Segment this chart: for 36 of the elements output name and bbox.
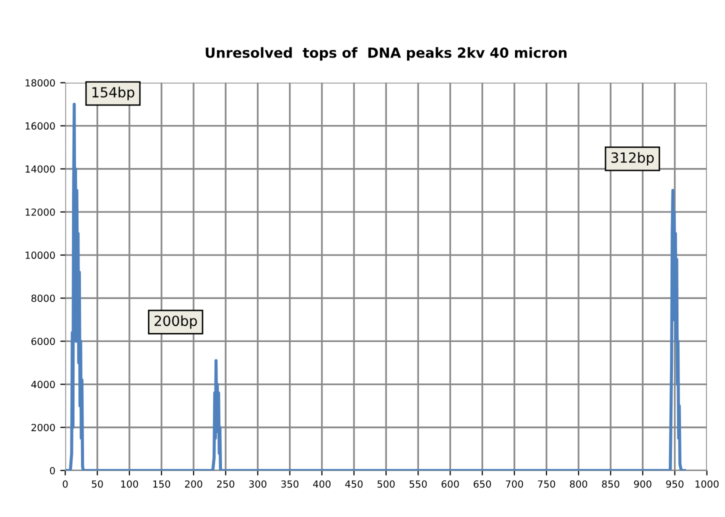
x-tick-label: 300 <box>249 480 266 488</box>
x-tick-label: 50 <box>92 480 103 488</box>
y-tick-label: 4000 <box>31 380 55 388</box>
x-tick-label: 150 <box>153 480 170 488</box>
x-tick-label: 100 <box>121 480 138 488</box>
y-tick-label: 10000 <box>26 252 55 259</box>
y-tick-label: 8000 <box>31 294 55 302</box>
x-tick-label: 350 <box>281 480 298 488</box>
y-tick-label: 6000 <box>31 338 55 346</box>
x-tick-label: 700 <box>506 480 524 488</box>
x-tick-label: 650 <box>474 480 491 488</box>
annotation: 312bp <box>611 152 654 166</box>
x-tick-label: 550 <box>410 480 427 488</box>
y-tick-label: 2000 <box>31 424 55 432</box>
x-tick-label: 200 <box>185 480 202 488</box>
annotation: 200bp <box>154 315 197 329</box>
y-tick-label: 14000 <box>26 165 55 173</box>
x-tick-label: 950 <box>666 480 684 488</box>
x-tick-label: 850 <box>602 480 620 488</box>
x-tick-label: 500 <box>378 480 395 488</box>
chart-title: Unresolved tops of DNA peaks 2kv 40 micron <box>206 47 567 61</box>
x-tick-label: 600 <box>442 480 459 488</box>
x-tick-label: 250 <box>217 480 234 488</box>
x-tick-label: 900 <box>634 480 652 488</box>
x-tick-label: 0 <box>62 480 68 488</box>
line-series <box>65 102 686 470</box>
x-tick-label: 1000 <box>696 480 719 488</box>
x-tick-label: 400 <box>313 480 331 488</box>
x-tick-label: 800 <box>570 480 588 488</box>
x-tick-label: 750 <box>538 480 556 488</box>
y-tick-label: 12000 <box>26 208 55 216</box>
annotation: 154bp <box>92 86 134 100</box>
y-tick-label: 18000 <box>26 79 55 87</box>
y-tick-label: 16000 <box>26 122 55 130</box>
x-tick-label: 450 <box>345 480 363 488</box>
y-tick-label: 0 <box>50 466 55 474</box>
